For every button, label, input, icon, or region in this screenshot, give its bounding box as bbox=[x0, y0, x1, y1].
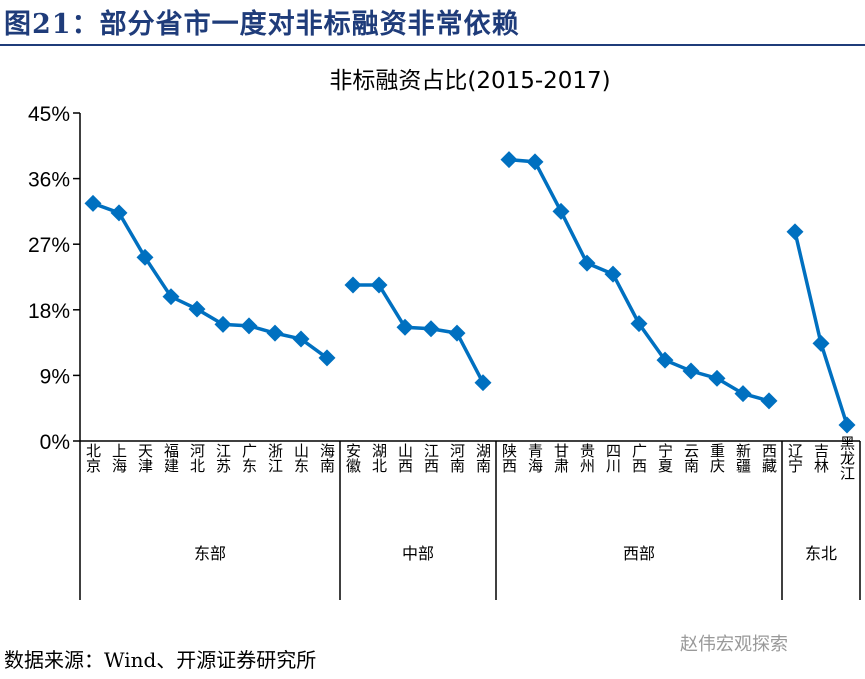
data-point bbox=[656, 351, 674, 369]
y-tick-label: 36% bbox=[28, 169, 70, 192]
data-point bbox=[396, 318, 414, 336]
data-point bbox=[266, 324, 284, 342]
data-point bbox=[526, 153, 544, 171]
data-point bbox=[734, 385, 752, 403]
chart-title: 非标融资占比(2015-2017) bbox=[329, 68, 610, 94]
x-tick-label: 四川 bbox=[604, 443, 622, 473]
data-point bbox=[630, 315, 648, 333]
figure-title: 图21：部分省市一度对非标融资非常依赖 bbox=[4, 9, 520, 40]
series-line-东北 bbox=[793, 231, 849, 426]
data-point bbox=[84, 194, 102, 212]
data-point bbox=[448, 324, 466, 342]
x-tick-label: 云南 bbox=[682, 443, 700, 473]
data-point bbox=[292, 330, 310, 348]
data-point bbox=[552, 202, 570, 220]
x-tick-label: 甘肃 bbox=[552, 443, 570, 473]
x-tick-label: 山西 bbox=[396, 443, 414, 473]
x-tick-label: 浙江 bbox=[266, 443, 284, 473]
x-tick-label: 湖南 bbox=[474, 443, 492, 473]
x-tick-label: 河北 bbox=[188, 443, 206, 473]
x-tick-label: 青海 bbox=[526, 443, 544, 473]
x-tick-label: 山东 bbox=[292, 443, 310, 473]
x-tick-label: 黑龙江 bbox=[838, 436, 856, 481]
series-line-西部 bbox=[508, 157, 770, 403]
data-point bbox=[838, 416, 856, 434]
data-point bbox=[110, 204, 128, 222]
data-point bbox=[318, 349, 336, 367]
watermark: 赵伟宏观探索 bbox=[680, 634, 788, 655]
data-point bbox=[500, 151, 518, 169]
x-tick-label: 江西 bbox=[422, 443, 440, 473]
y-tick-label: 0% bbox=[40, 431, 70, 454]
x-tick-label: 新疆 bbox=[734, 443, 752, 473]
group-label: 西部 bbox=[623, 544, 655, 563]
x-tick-label: 西藏 bbox=[760, 443, 778, 474]
data-point bbox=[578, 254, 596, 272]
data-point bbox=[214, 315, 232, 333]
title-rule bbox=[0, 44, 865, 46]
data-point bbox=[370, 276, 388, 294]
data-point bbox=[240, 317, 258, 335]
x-tick-label: 湖北 bbox=[370, 443, 388, 473]
data-point bbox=[188, 300, 206, 318]
data-point bbox=[604, 265, 622, 283]
x-tick-label: 江苏 bbox=[214, 443, 232, 474]
x-tick-label: 安徽 bbox=[344, 443, 362, 473]
x-tick-label: 宁夏 bbox=[656, 443, 674, 473]
y-tick-label: 9% bbox=[40, 365, 70, 388]
x-tick-label: 广西 bbox=[630, 443, 648, 473]
data-point bbox=[422, 320, 440, 338]
series-line-东部 bbox=[92, 201, 329, 360]
line-chart: 非标融资占比(2015-2017) 0% 9% 18% 27% 36% 45% 北京 上海 天津福… bbox=[28, 68, 861, 600]
data-point bbox=[708, 369, 726, 387]
source-note: 数据来源：Wind、开源证券研究所 bbox=[4, 648, 317, 672]
x-tick-label: 天津 bbox=[136, 443, 154, 473]
x-tick-label: 辽宁 bbox=[786, 443, 804, 473]
x-tick-label: 陕西 bbox=[500, 443, 518, 473]
y-tick-label: 18% bbox=[28, 300, 70, 323]
x-tick-label: 福建 bbox=[162, 443, 180, 473]
x-tick-label: 广东 bbox=[240, 443, 258, 473]
data-point bbox=[344, 276, 362, 294]
x-tick-label: 上海 bbox=[110, 443, 128, 473]
y-tick-label: 27% bbox=[28, 234, 70, 257]
x-tick-label: 重庆 bbox=[708, 443, 726, 473]
data-point bbox=[682, 362, 700, 380]
x-tick-label: 吉林 bbox=[812, 443, 830, 473]
data-point bbox=[162, 288, 180, 306]
data-point bbox=[760, 392, 778, 410]
x-tick-label: 海南 bbox=[318, 443, 336, 473]
y-tick-label: 45% bbox=[28, 103, 70, 126]
x-tick-label: 贵州 bbox=[578, 443, 596, 473]
group-label: 东部 bbox=[194, 544, 226, 563]
data-point bbox=[786, 223, 804, 241]
group-label: 东北 bbox=[805, 544, 837, 563]
data-point bbox=[812, 334, 830, 352]
data-point bbox=[136, 248, 154, 266]
x-tick-label: 北京 bbox=[84, 443, 102, 474]
x-tick-label: 河南 bbox=[448, 443, 466, 473]
group-label: 中部 bbox=[402, 544, 434, 563]
data-point bbox=[474, 374, 492, 392]
